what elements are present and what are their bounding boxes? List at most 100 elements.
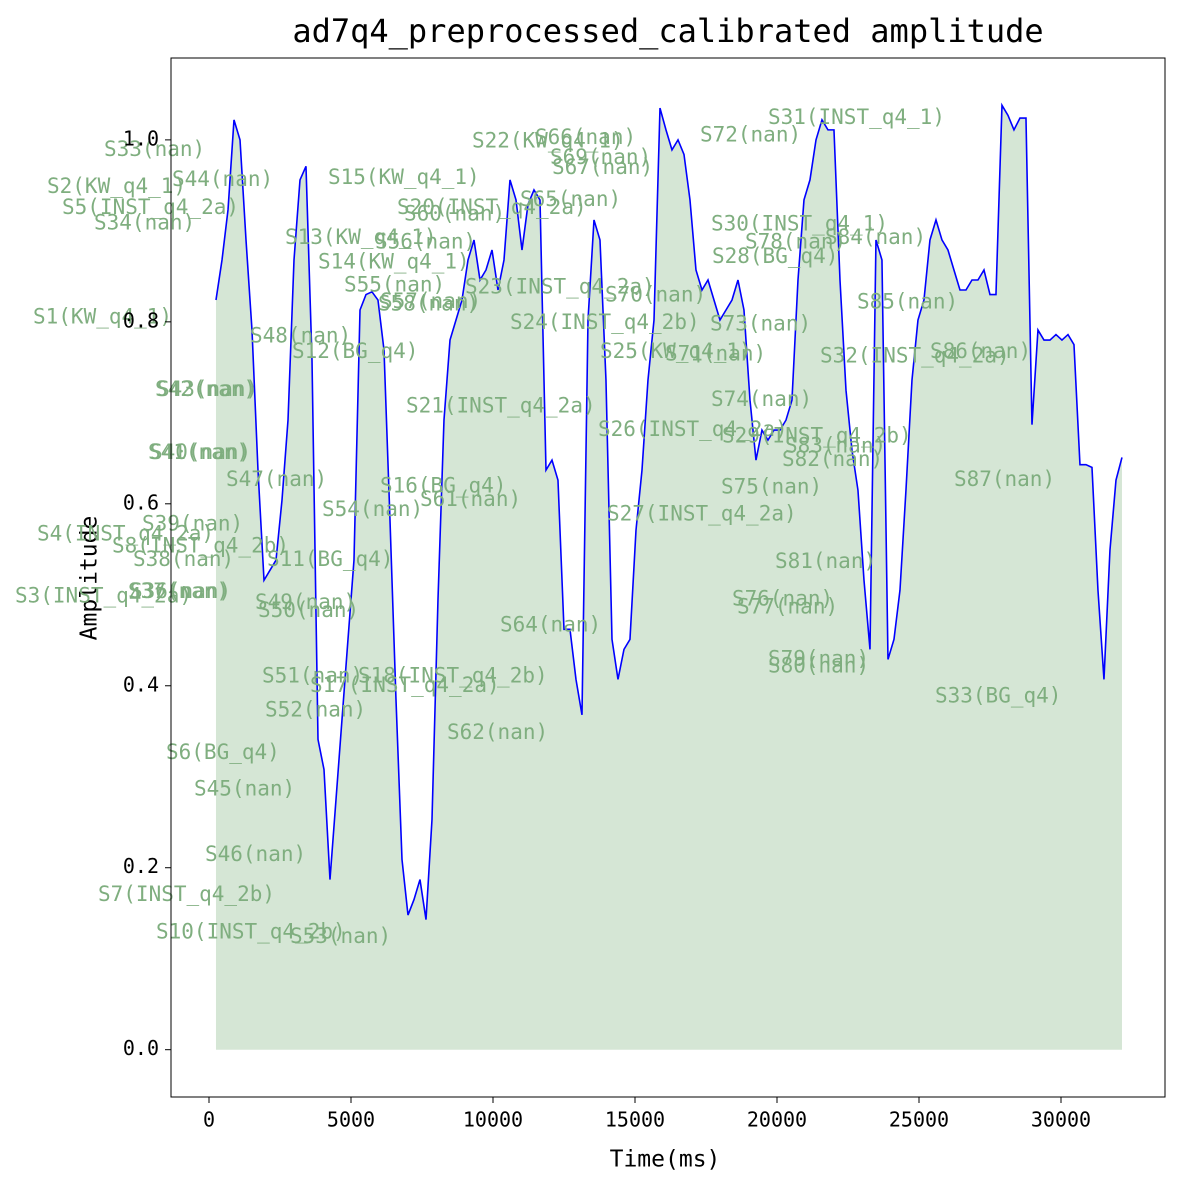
- annotation: S41(nan): [148, 440, 249, 464]
- annotation: S28(BG_q4): [712, 244, 838, 268]
- annotation: S21(INST_q4_2a): [406, 393, 596, 417]
- annotation: S78(nan): [745, 230, 846, 254]
- annotation: S36(nan): [130, 579, 231, 603]
- annotation: S55(nan): [344, 272, 445, 296]
- annotation: S81(nan): [775, 549, 876, 573]
- annotation: S34(nan): [94, 211, 195, 235]
- annotation: S38(nan): [133, 547, 234, 571]
- annotation: S51(nan): [262, 664, 363, 688]
- x-tick-label: 15000: [605, 1108, 665, 1132]
- annotation: S61(nan): [420, 487, 521, 511]
- annotation: S67(nan): [552, 155, 653, 179]
- y-axis-label: Amplitude: [77, 516, 103, 641]
- annotation: S26(INST_q4_2a): [598, 417, 788, 441]
- annotation: S11(BG_q4): [267, 547, 393, 571]
- annotation: S76(nan): [732, 586, 833, 610]
- annotation: S39(nan): [142, 512, 243, 536]
- y-tick-label: 0.4: [123, 672, 159, 696]
- y-tick-label: 1.0: [123, 126, 159, 150]
- annotation: S37(nan): [128, 579, 229, 603]
- x-tick-label: 10000: [463, 1108, 523, 1132]
- annotation: S83(nan): [785, 433, 886, 457]
- annotation: S85(nan): [857, 290, 958, 314]
- annotation: S56(nan): [375, 230, 476, 254]
- annotation: S18(INST_q4_2b): [358, 664, 548, 688]
- y-tick-label: 0.6: [123, 490, 159, 514]
- x-tick-label: 5000: [327, 1108, 375, 1132]
- y-tick-label: 0.8: [123, 308, 159, 332]
- x-tick-label: 20000: [747, 1108, 807, 1132]
- annotation: S46(nan): [205, 842, 306, 866]
- annotation: S8(INST_q4_2b): [112, 534, 289, 558]
- annotation: S79(nan): [768, 646, 869, 670]
- annotation: S33(BG_q4): [935, 684, 1061, 708]
- x-tick-label: 30000: [1031, 1108, 1091, 1132]
- x-tick-label: 0: [203, 1108, 215, 1132]
- annotation: S73(nan): [710, 312, 811, 336]
- annotation: S58(nan): [378, 292, 479, 316]
- annotation: S50(nan): [258, 598, 359, 622]
- annotation: S12(BG_q4): [292, 339, 418, 363]
- annotation: S22(KW_q4_1): [472, 129, 624, 153]
- annotation: S77(nan): [737, 595, 838, 619]
- annotation: S60(nan): [404, 201, 505, 225]
- annotation: S3(INST_q4_2a): [15, 584, 192, 608]
- annotation: S86(nan): [930, 339, 1031, 363]
- annotation: S17(INST_q4_2a): [310, 673, 500, 697]
- annotation: S44(nan): [172, 167, 273, 191]
- annotation: S33(nan): [104, 137, 205, 161]
- annotation: S64(nan): [500, 613, 601, 637]
- annotation: S72(nan): [700, 122, 801, 146]
- annotation: S5(INST_q4_2a): [62, 195, 239, 219]
- annotation: S16(BG_q4): [380, 474, 506, 498]
- annotation: S27(INST_q4_2a): [607, 502, 797, 526]
- area-fill: [215, 105, 1122, 1050]
- annotation: S82(nan): [782, 447, 883, 471]
- annotation: S2(KW_q4_1): [47, 174, 186, 198]
- annotation: S20(INST_q4_2a): [397, 195, 587, 219]
- annotation: S69(nan): [550, 145, 651, 169]
- annotation: S6(BG_q4): [166, 740, 280, 764]
- annotation: S43(nan): [157, 377, 258, 401]
- annotation: S42(nan): [155, 377, 256, 401]
- chart-title: ad7q4_preprocessed_calibrated amplitude: [292, 12, 1043, 50]
- annotation: S10(INST_q4_2b): [156, 919, 346, 943]
- annotation: S74(nan): [711, 387, 812, 411]
- annotation: S7(INST_q4_2b): [98, 882, 275, 906]
- annotation: S62(nan): [447, 720, 548, 744]
- y-tick-label: 0.2: [123, 854, 159, 878]
- annotation: S65(nan): [520, 187, 621, 211]
- annotation: S53(nan): [290, 924, 391, 948]
- annotation: S66(nan): [535, 125, 636, 149]
- annotation: S14(KW_q4_1): [318, 250, 470, 274]
- annotation: S29(INST_q4_2b): [722, 423, 912, 447]
- annotation: S13(KW_q4_1): [285, 225, 437, 249]
- annotation: S80(nan): [768, 654, 869, 678]
- annotation: S54(nan): [322, 497, 423, 521]
- plot-frame: [170, 57, 1166, 1098]
- annotation: S15(KW_q4_1): [328, 165, 480, 189]
- annotation: S45(nan): [194, 776, 295, 800]
- annotation: S70(nan): [605, 282, 706, 306]
- annotation: S49(nan): [255, 590, 356, 614]
- annotation: S31(INST_q4_1): [768, 105, 945, 129]
- annotation: S52(nan): [265, 697, 366, 721]
- annotation: S32(INST_q4_2a): [820, 343, 1010, 367]
- annotation: S71(nan): [665, 342, 766, 366]
- annotation: S4(INST_q4_2a): [37, 522, 214, 546]
- annotation: S48(nan): [250, 323, 351, 347]
- annotation: S30(INST_q4_1): [711, 211, 888, 235]
- annotation: S40(nan): [150, 440, 251, 464]
- y-tick-label: 0.0: [123, 1036, 159, 1060]
- annotation: S23(INST_q4_2a): [465, 274, 655, 298]
- annotation: S1(KW_q4_1): [33, 304, 172, 328]
- x-tick-label: 25000: [889, 1108, 949, 1132]
- annotation: S24(INST_q4_2b): [510, 310, 700, 334]
- data-line: [215, 102, 1123, 920]
- x-axis-label: Time(ms): [610, 1147, 721, 1173]
- annotation: S25(KW_q4_1): [600, 339, 752, 363]
- annotation: S84(nan): [825, 225, 926, 249]
- annotation: S57(nan): [380, 289, 481, 313]
- annotation: S47(nan): [226, 467, 327, 491]
